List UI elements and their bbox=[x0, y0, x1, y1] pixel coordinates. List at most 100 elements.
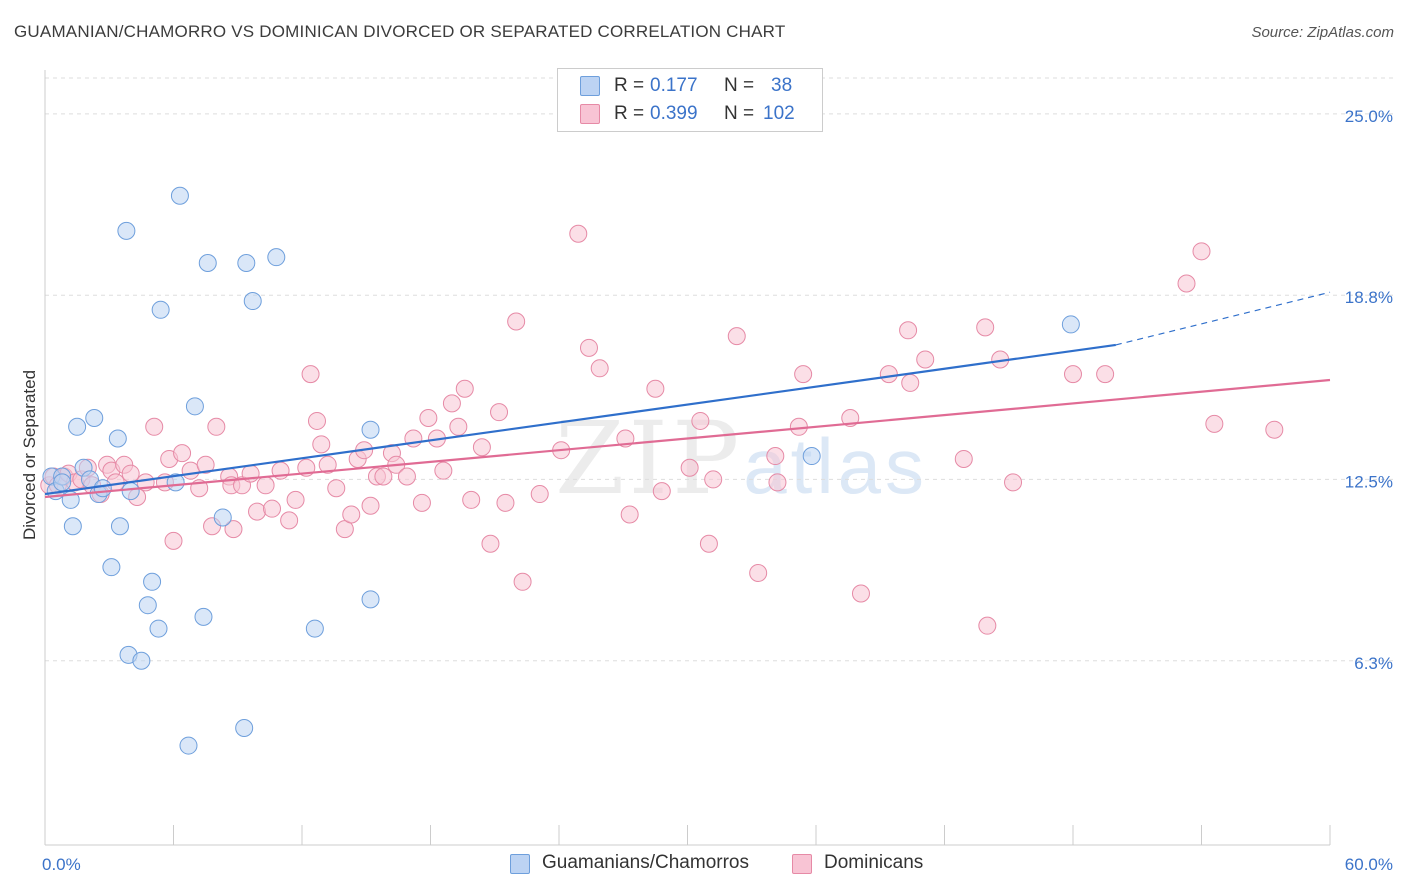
guamanian-point bbox=[53, 473, 72, 492]
guamanian-point bbox=[132, 651, 151, 670]
guamanian-point bbox=[117, 221, 136, 240]
dominican-point bbox=[490, 403, 509, 422]
guamanian-point bbox=[149, 619, 168, 638]
dominican-point bbox=[374, 467, 393, 486]
dominican-point bbox=[699, 534, 718, 553]
dominican-point bbox=[1177, 274, 1196, 293]
y-tick-label: 6.3% bbox=[1354, 654, 1393, 673]
guamanian-point bbox=[213, 508, 232, 527]
dominican-point bbox=[263, 499, 282, 518]
guamanian-point bbox=[121, 482, 140, 501]
dominican-point bbox=[569, 224, 588, 243]
guamanian-point bbox=[93, 479, 112, 498]
dominican-point bbox=[1265, 420, 1284, 439]
dominican-point bbox=[1004, 473, 1023, 492]
dominican-point bbox=[196, 455, 215, 474]
y-axis-label: Divorced or Separated bbox=[20, 369, 39, 541]
y-tick-label: 12.5% bbox=[1345, 472, 1393, 491]
dominican-point bbox=[768, 473, 787, 492]
legend-n-value: 102 bbox=[763, 103, 795, 124]
dominican-point bbox=[248, 502, 267, 521]
legend-r-label: R = bbox=[614, 75, 645, 96]
guamanian-point bbox=[143, 572, 162, 591]
dominican-trend-line bbox=[44, 378, 1331, 499]
dominican-point bbox=[280, 511, 299, 530]
guamanian-trend-extension bbox=[1115, 291, 1331, 346]
dominican-point bbox=[342, 505, 361, 524]
dominican-point bbox=[1192, 242, 1211, 261]
legend-swatch-dominican bbox=[580, 104, 600, 124]
guamanian-point bbox=[198, 254, 217, 273]
guamanian-point bbox=[170, 186, 189, 205]
guamanian-point bbox=[102, 558, 121, 577]
dominican-point bbox=[652, 482, 671, 501]
dominican-point bbox=[976, 318, 995, 337]
guamanian-point bbox=[1061, 315, 1080, 334]
dominican-point bbox=[224, 520, 243, 539]
dominican-point bbox=[794, 365, 813, 384]
dominican-point bbox=[766, 447, 785, 466]
dominican-point bbox=[620, 505, 639, 524]
guamanian-point bbox=[305, 619, 324, 638]
dominican-point bbox=[327, 479, 346, 498]
dominican-point bbox=[1205, 414, 1224, 433]
guamanian-point bbox=[267, 248, 286, 267]
guamanian-point bbox=[361, 420, 380, 439]
dominican-point bbox=[727, 327, 746, 346]
guamanian-point bbox=[237, 254, 256, 273]
guamanian-point bbox=[108, 429, 127, 448]
guamanian-point bbox=[185, 397, 204, 416]
dominican-point bbox=[646, 379, 665, 398]
dominican-point bbox=[173, 444, 192, 463]
watermark-atlas: atlas bbox=[743, 422, 929, 510]
dominican-point bbox=[954, 449, 973, 468]
guamanian-point bbox=[85, 409, 104, 428]
dominican-point bbox=[442, 394, 461, 413]
guamanian-point bbox=[166, 473, 185, 492]
guamanian-point bbox=[235, 719, 254, 738]
source-label: Source: ZipAtlas.com bbox=[1251, 24, 1394, 41]
dominican-point bbox=[496, 493, 515, 512]
dominican-point bbox=[286, 490, 305, 509]
bottom-legend-swatch-guamanian bbox=[510, 854, 530, 874]
dominican-point bbox=[462, 490, 481, 509]
legend-row-guamanian: R = 0.177 N = 38 bbox=[558, 71, 822, 101]
dominican-point bbox=[121, 464, 140, 483]
dominican-point bbox=[449, 417, 468, 436]
legend-n-label: N = bbox=[724, 75, 755, 96]
dominican-point bbox=[507, 312, 526, 331]
dominican-point bbox=[256, 476, 275, 495]
x-tick-label-max: 60.0% bbox=[1345, 855, 1393, 874]
x-tick-label-min: 0.0% bbox=[42, 855, 81, 874]
guamanian-point bbox=[243, 292, 262, 311]
dominican-point bbox=[397, 467, 416, 486]
guamanian-point bbox=[361, 590, 380, 609]
dominican-point bbox=[749, 564, 768, 583]
dominican-point bbox=[472, 438, 491, 457]
dominican-point bbox=[691, 411, 710, 430]
guamanian-point bbox=[151, 300, 170, 319]
legend-swatch-guamanian bbox=[580, 76, 600, 96]
guamanian-point bbox=[138, 596, 157, 615]
dominican-point bbox=[513, 572, 532, 591]
y-tick-label: 18.8% bbox=[1345, 288, 1393, 307]
dominican-point bbox=[455, 379, 474, 398]
dominican-point bbox=[318, 455, 337, 474]
dominican-point bbox=[530, 485, 549, 504]
dominican-point bbox=[901, 373, 920, 392]
dominican-point bbox=[434, 461, 453, 480]
guamanian-point bbox=[179, 736, 198, 755]
dominican-point bbox=[481, 534, 500, 553]
dominican-point bbox=[851, 584, 870, 603]
dominican-point bbox=[978, 616, 997, 635]
guamanian-point bbox=[63, 517, 82, 536]
bottom-legend-label-guamanian: Guamanians/Chamorros bbox=[542, 852, 749, 873]
dominican-point bbox=[412, 493, 431, 512]
legend-n-label: N = bbox=[724, 103, 755, 124]
dominican-point bbox=[301, 365, 320, 384]
dominican-point bbox=[916, 350, 935, 369]
dominican-point bbox=[899, 321, 918, 340]
dominican-point bbox=[1096, 365, 1115, 384]
y-tick-label: 25.0% bbox=[1345, 107, 1393, 126]
